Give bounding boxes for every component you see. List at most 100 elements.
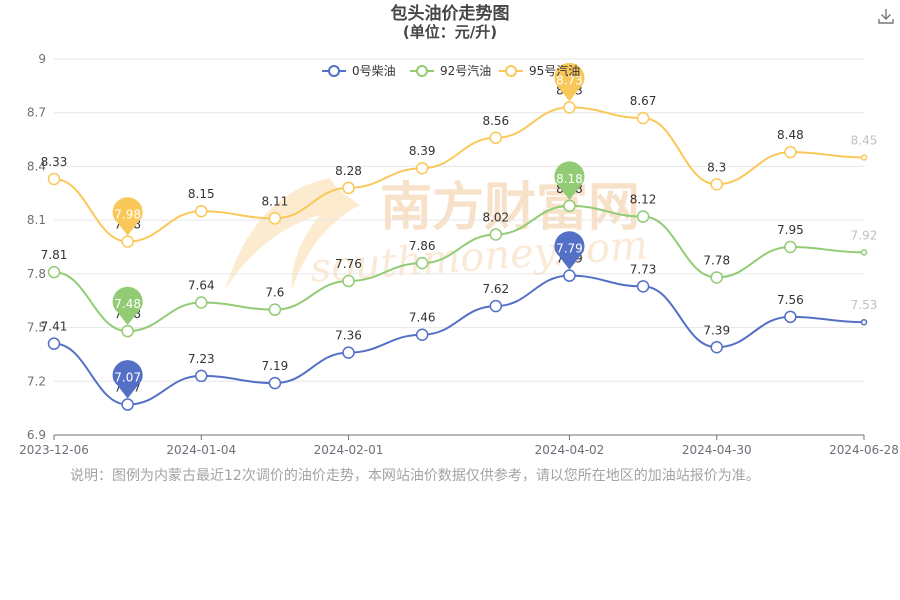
data-point — [489, 131, 503, 145]
data-point — [195, 369, 208, 383]
data-label: 8.48 — [777, 128, 804, 142]
data-point — [710, 178, 723, 191]
data-point — [342, 181, 355, 195]
data-label: 8.45 — [851, 133, 878, 147]
data-point — [784, 310, 797, 324]
data-point — [415, 161, 429, 175]
data-label: 7.36 — [335, 329, 362, 343]
legend-marker — [416, 65, 428, 77]
data-point — [489, 299, 503, 313]
data-point — [636, 210, 650, 223]
data-point — [563, 101, 576, 114]
data-label: 7.95 — [777, 223, 804, 237]
marker-pin — [112, 197, 143, 236]
chart-title: 包头油价走势图 — [391, 3, 510, 24]
data-point — [563, 269, 576, 282]
data-point — [860, 154, 868, 161]
data-label: 7.23 — [188, 352, 215, 366]
data-label: 8.02 — [482, 210, 509, 224]
marker-pin-label: 7.48 — [114, 297, 141, 311]
data-label: 7.78 — [703, 253, 730, 267]
x-tick-label: 2024-02-01 — [314, 443, 384, 457]
data-label: 7.56 — [777, 293, 804, 307]
chart-subtitle: (单位：元/升) — [403, 23, 497, 41]
data-point — [489, 228, 503, 241]
data-point — [860, 318, 868, 326]
data-label: 8.3 — [707, 160, 726, 174]
data-point — [342, 346, 355, 359]
data-point — [784, 240, 797, 254]
y-tick-label: 6.9 — [27, 428, 46, 442]
data-point — [121, 324, 134, 338]
marker-pin-label: 8.73 — [556, 73, 583, 87]
legend-label[interactable]: 92号汽油 — [440, 63, 491, 78]
y-tick-label: 7.8 — [27, 267, 46, 281]
watermark: 南方财富网 southmoney.com — [225, 178, 649, 292]
data-point — [47, 172, 61, 186]
data-label: 7.39 — [703, 323, 730, 337]
data-point — [268, 212, 282, 225]
marker-pin — [554, 62, 585, 102]
y-tick-label: 7.2 — [27, 374, 46, 388]
data-point — [195, 296, 208, 309]
y-tick-label: 7.5 — [27, 321, 46, 335]
data-label: 7.64 — [188, 279, 215, 293]
y-tick-label: 8.1 — [27, 213, 46, 227]
data-point — [710, 271, 723, 284]
y-tick-label: 8.7 — [27, 106, 46, 120]
data-point — [784, 145, 797, 159]
data-label: 7.53 — [851, 298, 878, 312]
data-label: 7.19 — [262, 359, 289, 373]
data-label: 8.28 — [335, 164, 362, 178]
x-tick-label: 2023-12-06 — [19, 443, 89, 457]
marker-pin-label: 7.98 — [114, 208, 141, 222]
data-label: 8.33 — [41, 155, 68, 169]
data-label: 8.12 — [630, 193, 657, 207]
data-point — [195, 204, 208, 218]
data-point — [636, 280, 650, 293]
legend-label[interactable]: 95号汽油 — [529, 63, 580, 78]
data-point — [121, 235, 134, 248]
legend-label[interactable]: 0号柴油 — [352, 64, 396, 78]
data-label: 7.41 — [41, 320, 68, 334]
y-tick-label: 9 — [38, 52, 46, 66]
x-tick-label: 2024-01-04 — [166, 443, 236, 457]
series-line-0 — [53, 274, 865, 406]
data-label: 8.56 — [482, 114, 509, 128]
legend-marker — [328, 65, 340, 77]
footnote: 说明：图例为内蒙古最近12次调价的油价走势，本网站油价数据仅供参考，请以您所在地… — [70, 468, 760, 484]
legend-marker — [505, 65, 517, 77]
marker-pin-label: 7.07 — [114, 371, 141, 385]
data-label: 7.73 — [630, 262, 657, 276]
download-icon[interactable] — [876, 6, 896, 26]
data-point — [415, 256, 429, 270]
data-label: 8.67 — [630, 94, 657, 108]
data-label: 7.46 — [409, 311, 436, 325]
x-tick-label: 2024-04-30 — [682, 443, 752, 457]
data-label: 7.86 — [409, 239, 436, 253]
y-tick-label: 8.4 — [27, 159, 46, 173]
data-point — [710, 341, 723, 354]
data-point — [268, 303, 282, 316]
watermark-flame-logo — [225, 178, 360, 290]
marker-pin — [112, 360, 143, 399]
data-label: 7.92 — [851, 228, 878, 242]
data-point — [268, 376, 282, 390]
marker-pin-label: 8.18 — [556, 172, 583, 186]
data-label: 7.76 — [335, 257, 362, 271]
x-tick-label: 2024-04-02 — [535, 443, 605, 457]
data-point — [563, 199, 576, 213]
data-point — [860, 249, 868, 256]
data-label: 7.81 — [41, 248, 68, 262]
data-label: 7.6 — [265, 286, 284, 300]
data-label: 8.39 — [409, 144, 436, 158]
data-label: 7.62 — [482, 282, 509, 296]
marker-pin — [554, 231, 585, 270]
x-tick-label: 2024-06-28 — [829, 443, 899, 457]
data-label: 8.11 — [262, 194, 289, 208]
marker-pin — [554, 161, 585, 200]
data-point — [47, 337, 61, 350]
data-point — [415, 328, 429, 341]
data-point — [342, 274, 355, 288]
